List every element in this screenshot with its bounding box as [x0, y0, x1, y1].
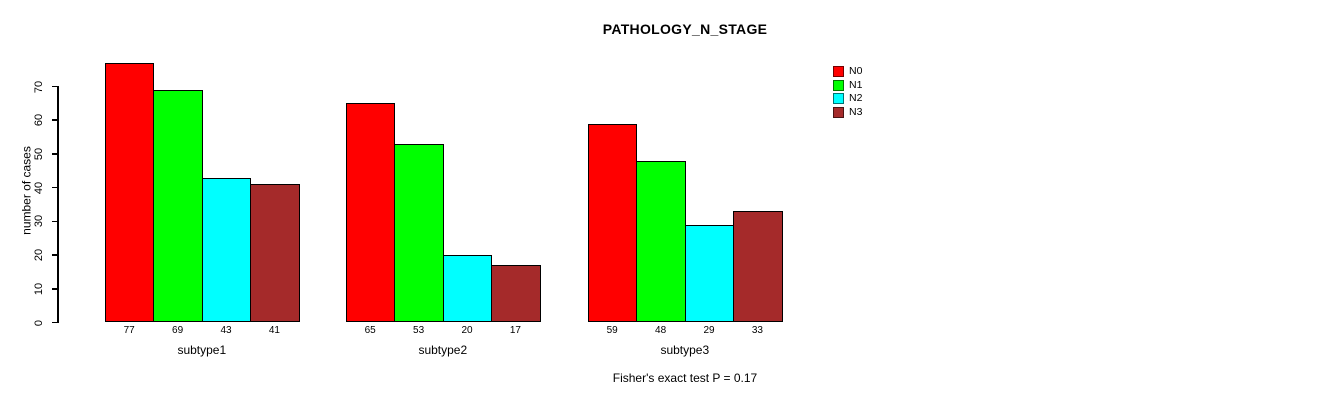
- bar-N1-subtype2: [394, 143, 444, 323]
- y-tick-mark: [52, 288, 57, 290]
- y-tick-mark: [52, 321, 57, 324]
- stat-annotation: Fisher's exact test P = 0.17: [612, 371, 758, 385]
- bar-N3-subtype2: [491, 265, 541, 323]
- bar-N3-subtype1: [250, 184, 300, 323]
- bar-N1-subtype1: [153, 89, 203, 323]
- y-axis-line: [57, 86, 59, 323]
- bar-N0-subtype1: [105, 62, 155, 323]
- x-category-label-subtype3: subtype3: [660, 343, 710, 357]
- legend-item-N1: N1: [833, 78, 863, 91]
- y-tick-mark: [52, 119, 57, 121]
- legend-item-N0: N0: [833, 66, 862, 77]
- y-tick-mark: [52, 254, 57, 256]
- legend-swatch-icon: [833, 106, 844, 118]
- bar-value-label: 41: [268, 325, 280, 336]
- y-tick-label: 70: [33, 80, 45, 93]
- bar-N2-subtype2: [442, 255, 493, 323]
- bar-value-label: 69: [172, 325, 184, 336]
- legend-label: N1: [849, 78, 863, 91]
- x-category-label-subtype2: subtype2: [418, 343, 468, 357]
- bar-value-label: 77: [123, 325, 135, 336]
- legend-swatch-icon: [833, 93, 844, 104]
- bar-N3-subtype3: [733, 211, 783, 323]
- legend: N0 N1 N2 N3: [833, 66, 862, 120]
- legend-item-N2: N2: [833, 93, 862, 104]
- legend-swatch-icon: [833, 66, 844, 77]
- bar-value-label: 53: [413, 325, 425, 336]
- bar-value-label: 59: [606, 325, 618, 336]
- bar-value-label: 17: [509, 325, 521, 336]
- y-tick-label: 20: [33, 248, 45, 262]
- legend-label: N3: [849, 105, 863, 118]
- bar-value-label: 48: [655, 325, 667, 336]
- bar-value-label: 43: [220, 325, 232, 336]
- legend-label: N2: [849, 92, 863, 104]
- legend-item-N3: N3: [833, 105, 863, 118]
- y-tick-mark: [52, 85, 57, 88]
- bar-value-label: 20: [461, 325, 473, 336]
- legend-swatch-icon: [833, 79, 844, 91]
- bar-value-label: 29: [703, 325, 715, 336]
- legend-label: N0: [849, 65, 863, 77]
- x-category-label-subtype1: subtype1: [177, 343, 227, 357]
- bar-N0-subtype2: [346, 103, 396, 323]
- y-tick-mark: [52, 220, 57, 223]
- y-tick-mark: [52, 153, 57, 155]
- y-tick-mark: [52, 186, 57, 189]
- bar-value-label: 65: [364, 325, 376, 336]
- bar-N2-subtype3: [684, 224, 735, 323]
- bar-N0-subtype3: [588, 123, 638, 323]
- bar-N2-subtype1: [201, 177, 252, 323]
- bar-value-label: 33: [751, 325, 763, 336]
- chart-title: PATHOLOGY_N_STAGE: [602, 21, 768, 37]
- y-axis-title: number of cases: [19, 146, 34, 235]
- bar-N1-subtype3: [636, 160, 686, 323]
